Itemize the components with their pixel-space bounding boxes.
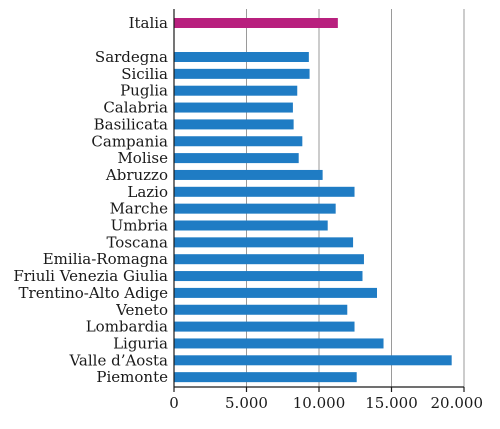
bar-puglia [174, 85, 298, 96]
bar-basilicata [174, 119, 294, 130]
bar-abruzzo [174, 169, 323, 180]
bar-trentino-alto-adige [174, 287, 377, 298]
x-tick-label: 5.000 [225, 394, 268, 412]
category-label: Toscana [106, 233, 168, 251]
x-tick-label: 20.000 [431, 394, 484, 412]
bar-sicilia [174, 68, 310, 79]
category-label: Puglia [120, 82, 168, 100]
category-label: Veneto [115, 301, 168, 319]
bar-marche [174, 203, 336, 214]
category-label: Abruzzo [105, 166, 168, 184]
category-label: Italia [129, 14, 168, 32]
bar-emilia-romagna [174, 254, 364, 265]
bar-lazio [174, 186, 355, 197]
category-label: Sardegna [95, 48, 168, 66]
bar-molise [174, 153, 299, 164]
bar-friuli-venezia-giulia [174, 271, 363, 282]
category-label: Lombardia [86, 318, 168, 336]
bar-umbria [174, 220, 328, 231]
category-label: Marche [110, 200, 169, 218]
category-label: Campania [91, 132, 168, 150]
bar-toscana [174, 237, 354, 248]
bar-campania [174, 136, 303, 147]
bar-calabria [174, 102, 293, 113]
category-label: Calabria [103, 99, 168, 117]
x-tick-label: 0 [169, 394, 179, 412]
category-label: Lazio [127, 183, 168, 201]
category-label: Piemonte [96, 368, 168, 386]
category-label: Umbria [111, 217, 168, 235]
bar-veneto [174, 304, 348, 315]
bar-sardegna [174, 52, 309, 62]
category-label: Friuli Venezia Giulia [13, 267, 168, 285]
category-label: Basilicata [94, 115, 168, 133]
bar-valle-d-aosta [174, 355, 452, 366]
bar-italia [174, 18, 338, 28]
bar-lombardia [174, 321, 355, 332]
category-label: Trentino-Alto Adige [19, 284, 169, 302]
bar-piemonte [174, 372, 357, 383]
x-tick-label: 10.000 [293, 394, 346, 412]
category-label: Liguria [113, 334, 168, 352]
bar-liguria [174, 338, 384, 349]
category-label: Emilia-Romagna [43, 250, 168, 268]
category-label: Molise [117, 149, 168, 167]
x-tick-label: 15.000 [365, 394, 418, 412]
category-label: Sicilia [121, 65, 168, 83]
category-label: Valle d’Aosta [68, 351, 168, 369]
